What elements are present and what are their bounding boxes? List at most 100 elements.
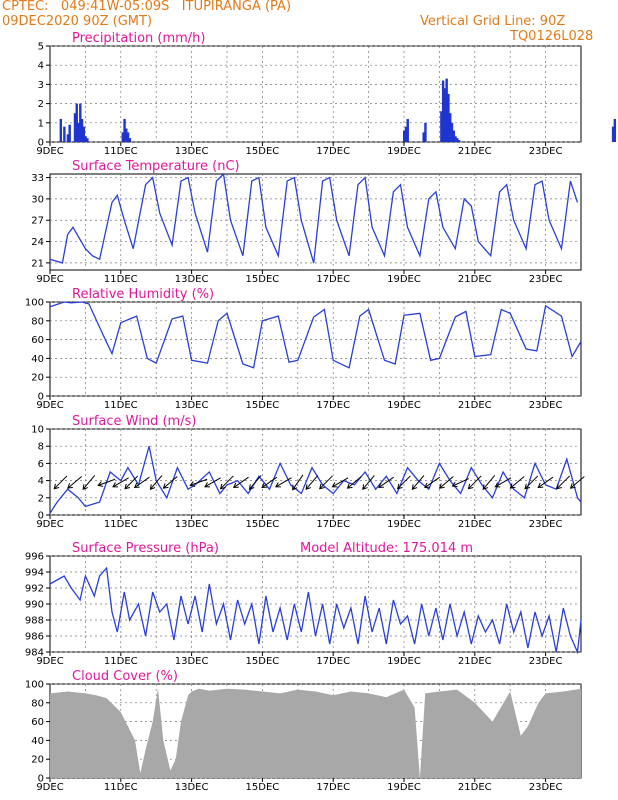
panel-title: Cloud Cover (%) [72,669,178,684]
x-tick-label: 17DEC [316,400,350,411]
y-tick-label: 3 [38,80,44,91]
wind-arrow [305,475,319,490]
wind-arrow [332,477,349,488]
panel-3: 9DEC 11DEC 13DEC 15DEC 17DEC 19DEC 21DEC 23DEC 0… [31,414,585,530]
wind-arrow-head [305,484,312,490]
x-tick-label: 9DEC [36,274,63,285]
wind-arrow-head [537,482,544,489]
x-tick-label: 11DEC [104,146,138,157]
wind-arrow [510,476,525,489]
wind-arrow-head [524,483,531,490]
precip-bar [66,134,70,142]
y-tick-label: 33 [31,173,44,184]
wind-arrow [319,475,333,490]
x-tick-label: 11DEC [104,782,138,793]
precip-bar [126,132,130,142]
wind-arrow [53,475,68,490]
wind-arrow [362,475,375,490]
x-tick-label: 19DEC [387,782,421,793]
wind-arrow [556,475,571,490]
panel-title: Precipitation (mm/h) [72,31,205,46]
y-tick-label: 21 [31,258,44,269]
wind-arrow-head [451,481,458,488]
y-tick-label: 24 [31,237,44,248]
wind-arrow-head [133,482,140,489]
x-tick-label: 21DEC [458,782,492,793]
precip-bar [452,130,455,142]
wind-arrow [249,475,262,490]
x-tick-label: 17DEC [316,146,350,157]
y-tick-label: 8 [38,442,44,453]
x-tick-label: 19DEC [387,274,421,285]
x-tick-label: 15DEC [246,519,280,530]
y-tick-label: 5 [38,42,44,53]
x-tick-label: 21DEC [458,400,492,411]
plot-frame [49,428,582,516]
x-tick-label: 13DEC [175,146,209,157]
y-tick-label: 6 [38,459,44,470]
precip-bar [456,138,459,142]
precip-bar [440,111,443,142]
x-tick-label: 11DEC [104,274,138,285]
precip-bar [441,80,445,142]
y-tick-label: 80 [31,698,44,709]
header-grid-line: Vertical Grid Line: 90Z [420,14,566,29]
wind-arrow-head [204,482,211,488]
y-tick-label: 988 [25,616,44,627]
x-tick-label: 23DEC [529,274,563,285]
y-tick-label: 996 [25,552,44,563]
x-tick-label: 17DEC [316,274,350,285]
series-line [49,446,582,514]
x-tick-label: 13DEC [175,519,209,530]
precip-bar [73,113,77,142]
panel-1: 9DEC 11DEC 13DEC 15DEC 17DEC 19DEC 21DEC 23DEC 2… [31,159,582,285]
precip-bar [447,94,450,142]
wind-arrow [482,475,496,490]
y-tick-label: 1 [38,118,44,129]
precip-bar [449,113,452,142]
precip-bar [611,126,615,142]
x-tick-label: 9DEC [36,519,63,530]
x-tick-label: 11DEC [104,656,138,667]
precip-bar [84,136,87,142]
series-line [49,172,579,264]
precip-bar [406,118,409,142]
x-tick-label: 23DEC [529,782,563,793]
wind-arrow-head [97,481,104,487]
y-tick-label: 0 [38,392,44,403]
y-tick-label: 984 [25,648,44,659]
panel-2: 9DEC 11DEC 13DEC 15DEC 17DEC 19DEC 21DEC 23DEC 0… [25,287,582,411]
series-line [49,301,582,369]
wind-arrow-head [346,483,353,489]
precip-bar [450,122,454,142]
x-tick-label: 21DEC [458,656,492,667]
x-tick-label: 11DEC [104,400,138,411]
y-tick-label: 10 [31,425,44,436]
wind-arrow-head [411,484,418,490]
y-tick-label: 60 [31,335,44,346]
y-tick-label: 20 [31,755,44,766]
wind-arrow [411,475,425,490]
precip-bar [457,140,461,142]
precip-bar [123,118,126,142]
precip-bar [75,103,78,142]
wind-arrow [537,476,554,488]
y-tick-label: 100 [25,680,44,691]
x-tick-label: 13DEC [175,274,209,285]
x-tick-label: 17DEC [316,656,350,667]
x-tick-label: 9DEC [36,146,63,157]
x-tick-label: 23DEC [529,519,563,530]
y-tick-label: 992 [25,584,44,595]
precip-bar [445,78,448,142]
panel-title: Surface Pressure (hPa) [72,541,219,556]
series-line [49,566,582,655]
wind-arrow [134,476,150,488]
wind-arrow-head [82,484,89,490]
x-tick-label: 13DEC [175,400,209,411]
wind-arrow [163,476,178,489]
model-altitude: Model Altitude: 175.014 m [300,541,473,556]
x-tick-label: 19DEC [387,656,421,667]
precip-bar [63,126,66,142]
wind-arrow-head [275,482,281,488]
plot-frame [49,45,582,143]
